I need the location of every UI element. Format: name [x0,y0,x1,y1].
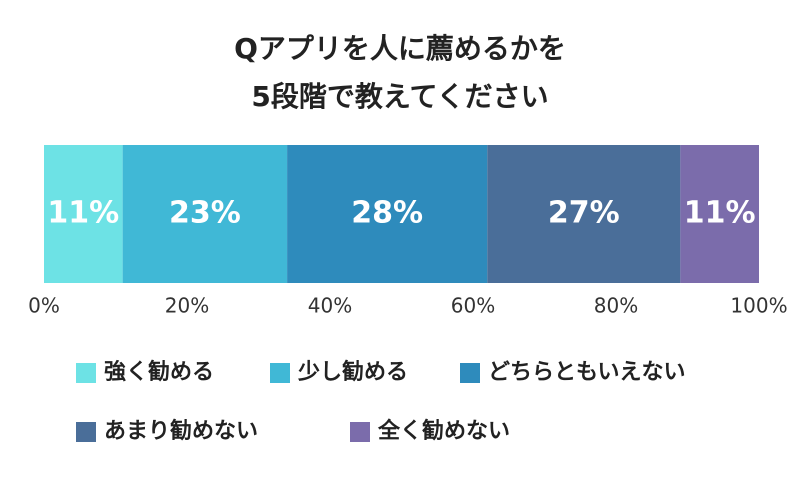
legend-swatch [76,363,96,383]
x-tick-label: 60% [451,294,495,318]
legend-swatch [350,422,370,442]
x-tick-label: 40% [308,294,352,318]
x-tick-label: 100% [730,294,787,318]
legend-label: 全く勧めない [377,418,510,444]
data-label: 23% [169,196,241,231]
legend-swatch [270,363,290,383]
legend-label: 少し勧める [297,359,408,385]
data-label: 11% [684,196,756,231]
bar-segment [487,145,681,283]
data-label: 27% [548,196,620,231]
bar-segment [122,145,288,283]
x-tick-label: 0% [28,294,60,318]
legend-label: どちらともいえない [488,360,686,385]
data-label: 28% [351,196,423,231]
chart-title: Qアプリを人に薦めるかを [234,32,566,65]
legend-swatch [76,422,96,442]
data-label: 11% [47,196,119,231]
legend-swatch [460,363,480,383]
bar-segment [680,145,759,283]
bar-segment [287,145,488,283]
legend-label: 強く勧める [104,359,214,385]
legend-label: あまり勧めない [104,418,258,444]
x-tick-label: 20% [165,294,209,318]
chart-title: 5段階で教えてください [251,80,548,113]
x-tick-label: 80% [594,294,638,318]
bar-segment [44,145,123,283]
